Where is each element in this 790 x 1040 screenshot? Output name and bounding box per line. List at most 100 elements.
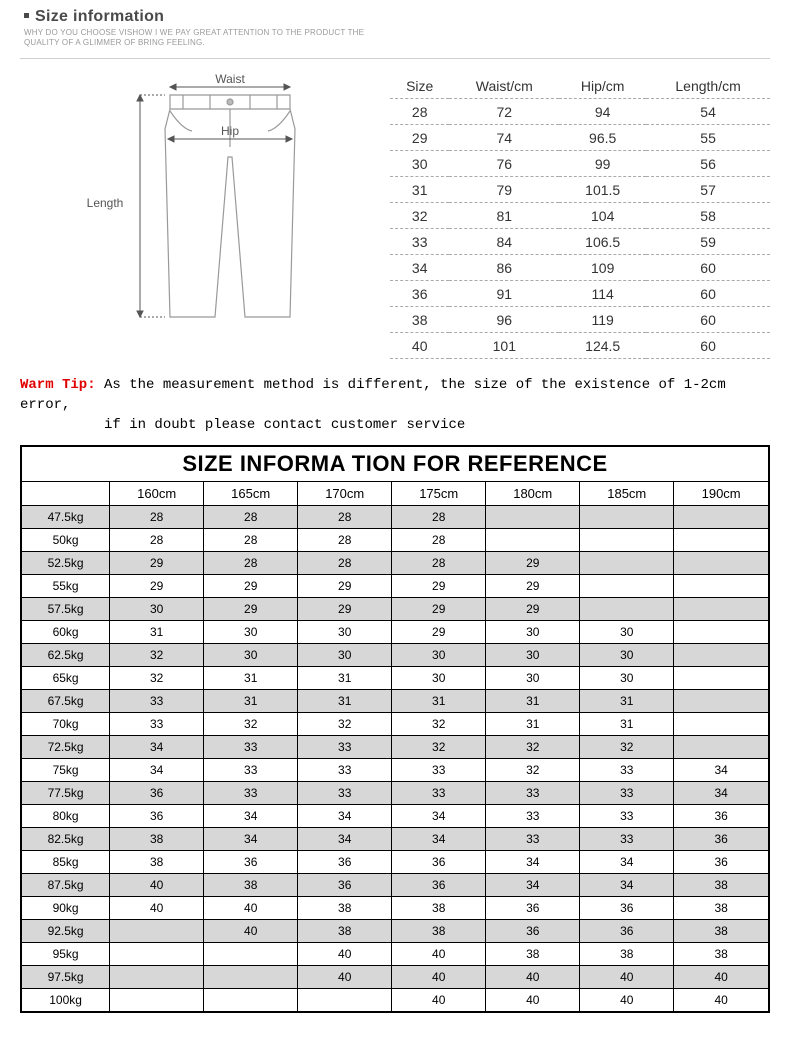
size-table-cell: 33 <box>390 229 449 255</box>
reference-height-col: 185cm <box>580 482 674 506</box>
size-table-row: 40101124.560 <box>390 333 770 359</box>
reference-row: 60kg313030293030 <box>21 621 769 644</box>
size-table-cell: 101.5 <box>559 177 646 203</box>
size-table-cell: 96 <box>449 307 559 333</box>
reference-cell: 36 <box>204 851 298 874</box>
reference-cell: 38 <box>204 874 298 897</box>
reference-cell <box>674 667 769 690</box>
size-table-col: Length/cm <box>646 73 770 99</box>
reference-cell: 32 <box>486 759 580 782</box>
reference-cell: 34 <box>674 759 769 782</box>
reference-cell: 34 <box>204 805 298 828</box>
reference-table: SIZE INFORMA TION FOR REFERENCE 160cm165… <box>20 445 770 1013</box>
reference-weight-cell: 82.5kg <box>21 828 110 851</box>
reference-weight-cell: 72.5kg <box>21 736 110 759</box>
reference-cell: 34 <box>674 782 769 805</box>
reference-cell: 31 <box>486 690 580 713</box>
reference-height-col: 170cm <box>298 482 392 506</box>
reference-cell: 31 <box>204 690 298 713</box>
size-table: SizeWaist/cmHip/cmLength/cm 287294542974… <box>390 73 770 359</box>
size-table-cell: 109 <box>559 255 646 281</box>
reference-cell: 30 <box>486 667 580 690</box>
size-table-cell: 40 <box>390 333 449 359</box>
reference-cell: 34 <box>580 851 674 874</box>
size-table-cell: 60 <box>646 281 770 307</box>
reference-cell <box>580 575 674 598</box>
reference-cell <box>110 920 204 943</box>
reference-cell <box>486 506 580 529</box>
reference-cell <box>204 943 298 966</box>
reference-cell: 30 <box>204 644 298 667</box>
size-table-cell: 30 <box>390 151 449 177</box>
reference-cell: 33 <box>580 828 674 851</box>
size-table-header-row: SizeWaist/cmHip/cmLength/cm <box>390 73 770 99</box>
reference-cell <box>674 529 769 552</box>
reference-cell: 36 <box>110 782 204 805</box>
reference-cell: 36 <box>674 805 769 828</box>
reference-row: 100kg40404040 <box>21 989 769 1013</box>
reference-cell: 38 <box>674 920 769 943</box>
reference-cell: 40 <box>392 943 486 966</box>
reference-weight-cell: 65kg <box>21 667 110 690</box>
reference-cell: 30 <box>486 621 580 644</box>
reference-row: 50kg28282828 <box>21 529 769 552</box>
reference-cell: 28 <box>204 552 298 575</box>
reference-row: 67.5kg333131313131 <box>21 690 769 713</box>
reference-cell: 40 <box>674 989 769 1013</box>
reference-cell: 28 <box>298 529 392 552</box>
reference-row: 62.5kg323030303030 <box>21 644 769 667</box>
reference-cell: 32 <box>486 736 580 759</box>
reference-cell: 29 <box>204 598 298 621</box>
size-table-cell: 99 <box>559 151 646 177</box>
reference-cell: 33 <box>110 713 204 736</box>
reference-cell <box>204 989 298 1013</box>
pants-svg: Waist Hip Length <box>20 67 390 327</box>
reference-cell: 29 <box>392 621 486 644</box>
reference-cell: 36 <box>674 851 769 874</box>
reference-row: 75kg34333333323334 <box>21 759 769 782</box>
size-table-cell: 56 <box>646 151 770 177</box>
reference-cell: 33 <box>580 782 674 805</box>
reference-cell <box>674 644 769 667</box>
size-table-cell: 114 <box>559 281 646 307</box>
size-table-cell: 76 <box>449 151 559 177</box>
size-table-row: 3384106.559 <box>390 229 770 255</box>
reference-cell: 30 <box>298 644 392 667</box>
reference-cell: 38 <box>298 897 392 920</box>
size-table-cell: 60 <box>646 255 770 281</box>
reference-weight-cell: 47.5kg <box>21 506 110 529</box>
reference-weight-cell: 97.5kg <box>21 966 110 989</box>
reference-cell: 38 <box>392 897 486 920</box>
reference-cell: 34 <box>580 874 674 897</box>
size-table-cell: 124.5 <box>559 333 646 359</box>
reference-cell: 36 <box>110 805 204 828</box>
reference-cell <box>674 690 769 713</box>
reference-weight-cell: 87.5kg <box>21 874 110 897</box>
reference-cell: 28 <box>392 552 486 575</box>
reference-row: 47.5kg28282828 <box>21 506 769 529</box>
size-table-cell: 59 <box>646 229 770 255</box>
size-table-cell: 84 <box>449 229 559 255</box>
reference-cell: 40 <box>580 989 674 1013</box>
reference-cell: 40 <box>580 966 674 989</box>
reference-cell: 29 <box>204 575 298 598</box>
size-table-row: 369111460 <box>390 281 770 307</box>
reference-cell: 34 <box>298 805 392 828</box>
header-title: Size information <box>24 8 790 26</box>
reference-cell: 28 <box>110 506 204 529</box>
size-table-row: 30769956 <box>390 151 770 177</box>
reference-row: 52.5kg2928282829 <box>21 552 769 575</box>
reference-cell: 32 <box>580 736 674 759</box>
reference-cell: 38 <box>486 943 580 966</box>
reference-row: 80kg36343434333336 <box>21 805 769 828</box>
reference-cell: 30 <box>486 644 580 667</box>
reference-row: 87.5kg40383636343438 <box>21 874 769 897</box>
reference-cell: 31 <box>580 690 674 713</box>
reference-height-col: 175cm <box>392 482 486 506</box>
reference-row: 92.5kg403838363638 <box>21 920 769 943</box>
reference-row: 90kg40403838363638 <box>21 897 769 920</box>
reference-cell: 32 <box>392 713 486 736</box>
reference-row: 65kg323131303030 <box>21 667 769 690</box>
size-table-row: 28729454 <box>390 99 770 125</box>
reference-cell: 29 <box>486 575 580 598</box>
